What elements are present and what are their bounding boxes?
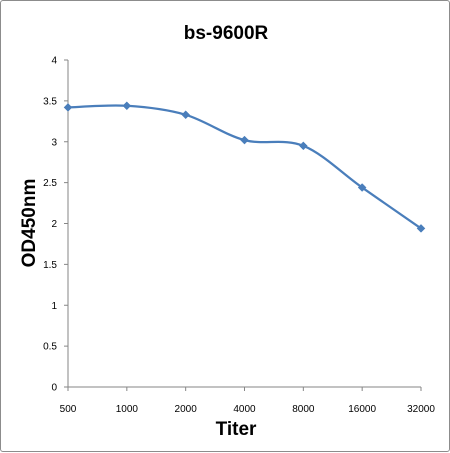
- x-tick-label: 4000: [233, 404, 256, 415]
- data-point-marker: [122, 101, 132, 111]
- y-tick-label: 4: [51, 56, 57, 67]
- y-tick-label: 0.5: [43, 342, 57, 353]
- y-tick-label: 3: [51, 137, 57, 148]
- x-tick-label: 2000: [175, 404, 198, 415]
- y-tick-label: 1: [51, 301, 57, 312]
- data-point-marker: [416, 224, 426, 233]
- x-axis-label: Titer: [216, 419, 257, 440]
- data-point-marker: [357, 183, 367, 192]
- x-tick-label: 16000: [348, 404, 376, 415]
- y-tick-label: 0: [51, 383, 57, 394]
- x-axis-ticks: 500 1000 2000 4000 8000 16000 32000: [60, 387, 435, 415]
- chart-title: bs-9600R: [184, 23, 269, 44]
- data-point-marker: [240, 135, 249, 145]
- y-tick-label: 3.5: [43, 96, 57, 107]
- axes: [67, 60, 421, 388]
- y-tick-label: 1.5: [43, 260, 57, 271]
- x-tick-label: 1000: [116, 404, 139, 415]
- data-point-marker: [63, 103, 73, 112]
- y-tick-label: 2.5: [43, 178, 57, 189]
- x-tick-label: 32000: [407, 404, 435, 415]
- data-point-marker: [298, 141, 308, 151]
- data-point-marker: [181, 110, 191, 120]
- y-axis-ticks: 0 0.5 1 1.5 2 2.5 3 3.5 4: [43, 56, 68, 394]
- x-tick-label: 500: [60, 404, 77, 415]
- series-line: [67, 104, 422, 230]
- plot-area: [63, 101, 426, 233]
- y-tick-label: 2: [51, 219, 57, 230]
- x-tick-label: 8000: [292, 404, 315, 415]
- y-axis-label: OD450nm: [19, 179, 40, 268]
